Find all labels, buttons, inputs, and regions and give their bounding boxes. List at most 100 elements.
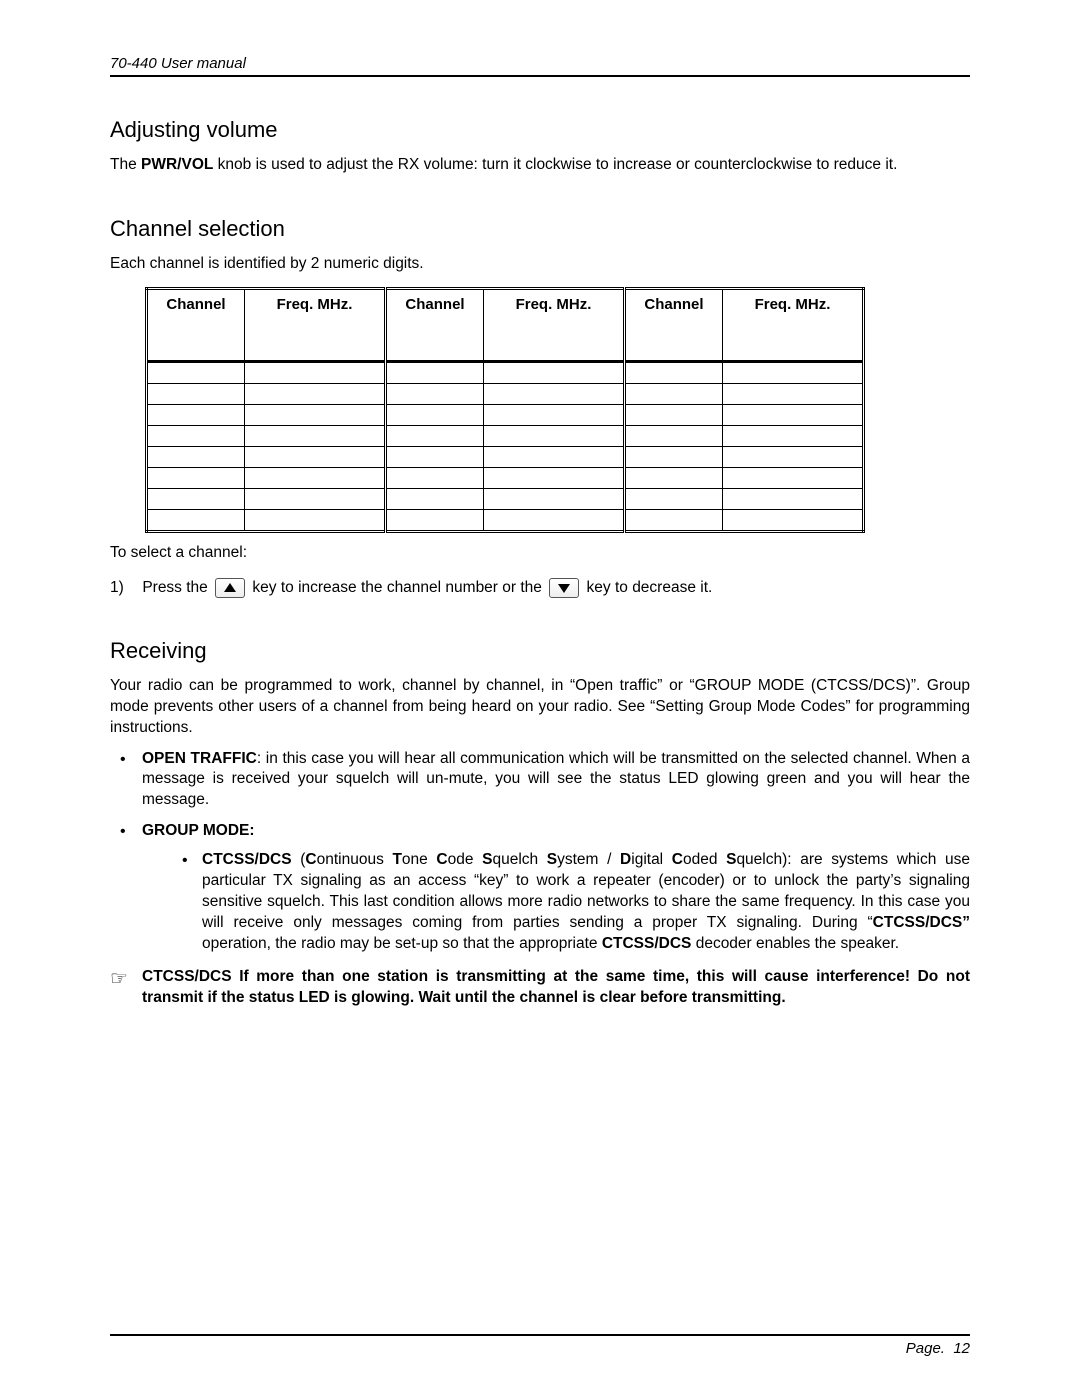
- table-cell: [624, 425, 722, 446]
- th: Freq. MHz.: [245, 288, 386, 361]
- section-title-adjusting: Adjusting volume: [110, 117, 970, 143]
- table-cell: [484, 509, 625, 531]
- table-row: [147, 383, 864, 404]
- table-cell: [147, 467, 245, 488]
- table-cell: [147, 446, 245, 467]
- ctcss-label: CTCSS/DCS: [202, 851, 292, 868]
- bullet-open-traffic: OPEN TRAFFIC: in this case you will hear…: [110, 749, 970, 812]
- step-1: 1) Press the key to increase the channel…: [110, 578, 970, 598]
- group-mode-sub: CTCSS/DCS (Continuous Tone Code Squelch …: [142, 850, 970, 955]
- table-cell: [147, 361, 245, 383]
- text: key to decrease it.: [587, 579, 713, 596]
- footer: Page. 12: [110, 1334, 970, 1357]
- note-label: CTCSS/DCS: [142, 968, 232, 985]
- running-header: 70-440 User manual: [110, 55, 970, 77]
- table-cell: [484, 383, 625, 404]
- select-channel-text: To select a channel:: [110, 543, 970, 564]
- table-cell: [385, 509, 483, 531]
- table-cell: [484, 404, 625, 425]
- th: Channel: [624, 288, 722, 361]
- text: decoder enables the speaker.: [691, 935, 899, 952]
- table-cell: [723, 383, 864, 404]
- table-cell: [245, 488, 386, 509]
- table-cell: [484, 425, 625, 446]
- arrow-down-icon: [549, 578, 579, 598]
- th: Freq. MHz.: [484, 288, 625, 361]
- text: operation, the radio may be set-up so th…: [202, 935, 602, 952]
- table-cell: [385, 383, 483, 404]
- text: Press the: [142, 579, 212, 596]
- th: Channel: [147, 288, 245, 361]
- text: CTCSS/DCS: [602, 935, 692, 952]
- ctcss-expansion: Continuous Tone Code Squelch System / Di…: [305, 851, 782, 868]
- text: The: [110, 156, 141, 173]
- table-cell: [385, 446, 483, 467]
- section-title-channel: Channel selection: [110, 216, 970, 242]
- table-cell: [385, 467, 483, 488]
- channel-intro: Each channel is identified by 2 numeric …: [110, 254, 970, 275]
- table-cell: [147, 383, 245, 404]
- table-cell: [723, 446, 864, 467]
- channel-table: Channel Freq. MHz. Channel Freq. MHz. Ch…: [145, 287, 865, 533]
- table-cell: [147, 488, 245, 509]
- table-cell: [723, 467, 864, 488]
- table-cell: [147, 509, 245, 531]
- table-cell: [385, 425, 483, 446]
- table-row: [147, 425, 864, 446]
- table-cell: [723, 361, 864, 383]
- table-cell: [484, 467, 625, 488]
- table-cell: [624, 509, 722, 531]
- table-cell: [723, 425, 864, 446]
- table-cell: [245, 446, 386, 467]
- table-cell: [484, 446, 625, 467]
- bullet-ctcss: CTCSS/DCS (Continuous Tone Code Squelch …: [172, 850, 970, 955]
- warning-note: ☞ CTCSS/DCS If more than one station is …: [110, 967, 970, 1009]
- text: key to increase the channel number or th…: [252, 579, 546, 596]
- page: 70-440 User manual Adjusting volume The …: [0, 0, 1080, 1397]
- group-mode-label: GROUP MODE:: [142, 822, 255, 839]
- table-cell: [484, 488, 625, 509]
- step-number: 1): [110, 579, 138, 597]
- table-cell: [245, 404, 386, 425]
- table-cell: [245, 425, 386, 446]
- table-cell: [723, 509, 864, 531]
- table-row: [147, 488, 864, 509]
- warning-text: CTCSS/DCS If more than one station is tr…: [142, 967, 970, 1009]
- table-cell: [624, 488, 722, 509]
- table-cell: [624, 383, 722, 404]
- table-row: [147, 467, 864, 488]
- th: Channel: [385, 288, 483, 361]
- adjusting-body: The PWR/VOL knob is used to adjust the R…: [110, 155, 970, 176]
- arrow-up-icon: [215, 578, 245, 598]
- table-cell: [147, 404, 245, 425]
- table-header-row: Channel Freq. MHz. Channel Freq. MHz. Ch…: [147, 288, 864, 361]
- text: CTCSS/DCS”: [873, 914, 970, 931]
- table-cell: [385, 361, 483, 383]
- text: knob is used to adjust the RX volume: tu…: [213, 156, 897, 173]
- table-cell: [484, 361, 625, 383]
- table-row: [147, 361, 864, 383]
- page-label: Page.: [906, 1340, 945, 1357]
- table-cell: [245, 383, 386, 404]
- footer-line: Page. 12: [110, 1334, 970, 1357]
- pwrvol-label: PWR/VOL: [141, 156, 213, 173]
- channel-table-body: [147, 361, 864, 531]
- table-cell: [624, 446, 722, 467]
- text: If more than one station is transmitting…: [142, 968, 970, 1006]
- bullet-group-mode: GROUP MODE: CTCSS/DCS (Continuous Tone C…: [110, 821, 970, 955]
- table-cell: [624, 467, 722, 488]
- table-cell: [147, 425, 245, 446]
- page-number: 12: [953, 1340, 970, 1357]
- table-row: [147, 446, 864, 467]
- text: (: [292, 851, 306, 868]
- table-cell: [723, 404, 864, 425]
- table-cell: [624, 404, 722, 425]
- hand-icon: ☞: [110, 967, 132, 1009]
- table-cell: [245, 467, 386, 488]
- section-title-receiving: Receiving: [110, 638, 970, 664]
- table-cell: [385, 404, 483, 425]
- table-cell: [624, 361, 722, 383]
- receiving-intro: Your radio can be programmed to work, ch…: [110, 676, 970, 739]
- table-cell: [723, 488, 864, 509]
- table-row: [147, 404, 864, 425]
